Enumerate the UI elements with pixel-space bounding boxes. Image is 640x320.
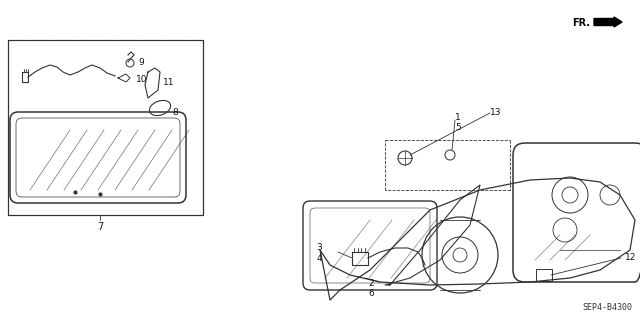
Text: SEP4-B4300: SEP4-B4300 bbox=[582, 303, 632, 312]
Text: 2: 2 bbox=[368, 279, 374, 288]
Text: 6: 6 bbox=[368, 289, 374, 298]
Text: 4: 4 bbox=[316, 254, 322, 263]
Text: 8: 8 bbox=[172, 108, 178, 117]
Text: FR.: FR. bbox=[572, 18, 590, 28]
FancyArrow shape bbox=[594, 17, 622, 27]
Text: 5: 5 bbox=[455, 123, 461, 132]
Text: 13: 13 bbox=[490, 108, 502, 117]
Text: 12: 12 bbox=[625, 253, 636, 262]
Text: 7: 7 bbox=[97, 222, 103, 232]
Text: 10: 10 bbox=[136, 75, 147, 84]
Text: 11: 11 bbox=[163, 78, 175, 87]
Text: 3: 3 bbox=[316, 243, 322, 252]
Text: 1: 1 bbox=[455, 113, 461, 122]
Text: 9: 9 bbox=[138, 58, 144, 67]
